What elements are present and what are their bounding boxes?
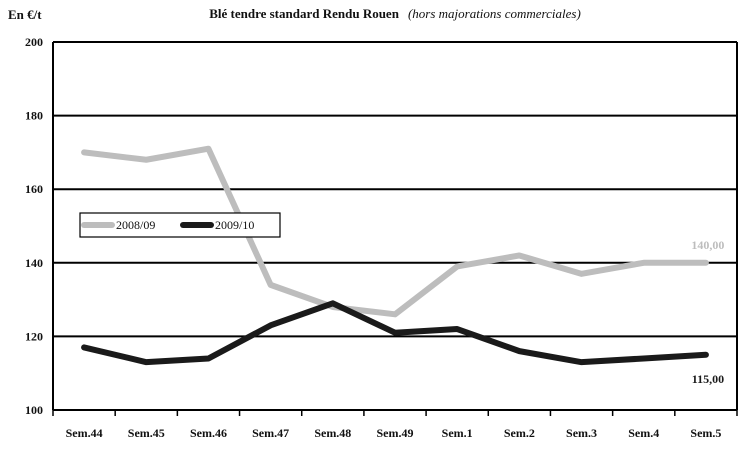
x-tick-label: Sem.45 (128, 426, 165, 440)
y-tick-label: 200 (25, 35, 43, 49)
x-tick-label: Sem.47 (252, 426, 289, 440)
x-tick-label: Sem.49 (377, 426, 414, 440)
x-axis-ticks: Sem.44 Sem.45 Sem.46 Sem.47 Sem.48 Sem.49 Sem.… (52, 410, 738, 440)
end-value-labels: 140,00 115,00 (691, 238, 724, 386)
x-tick-label: Sem.1 (442, 426, 473, 440)
series-lines (81, 145, 709, 366)
series-line-2008-09 (81, 145, 709, 318)
y-tick-label: 160 (25, 182, 43, 196)
y-tick-label: 140 (25, 256, 43, 270)
legend: 2008/09 2009/10 (79, 212, 281, 238)
chart-subtitle: (hors majorations commerciales) (408, 6, 581, 21)
x-tick-label: Sem.5 (690, 426, 721, 440)
y-tick-label: 100 (25, 403, 43, 417)
x-tick-label: Sem.3 (566, 426, 597, 440)
y-axis-ticks: 100 120 140 160 180 200 (25, 35, 43, 417)
series-line-2009-10 (81, 300, 709, 366)
x-tick-label: Sem.48 (314, 426, 351, 440)
chart-title-group: Blé tendre standard Rendu Rouen (hors ma… (209, 5, 581, 22)
gridlines (52, 41, 738, 411)
x-tick-label: Sem.2 (504, 426, 535, 440)
y-tick-label: 120 (25, 329, 43, 343)
legend-label: 2009/10 (215, 218, 254, 232)
y-tick-label: 180 (25, 109, 43, 123)
x-tick-label: Sem.4 (628, 426, 659, 440)
legend-label: 2008/09 (116, 218, 155, 232)
end-value-label: 115,00 (692, 372, 724, 386)
x-tick-label: Sem.44 (66, 426, 103, 440)
y-axis-unit-label: En €/t (8, 7, 42, 22)
x-tick-label: Sem.46 (190, 426, 227, 440)
end-value-label: 140,00 (691, 238, 724, 252)
chart-title: Blé tendre standard Rendu Rouen (209, 6, 400, 21)
